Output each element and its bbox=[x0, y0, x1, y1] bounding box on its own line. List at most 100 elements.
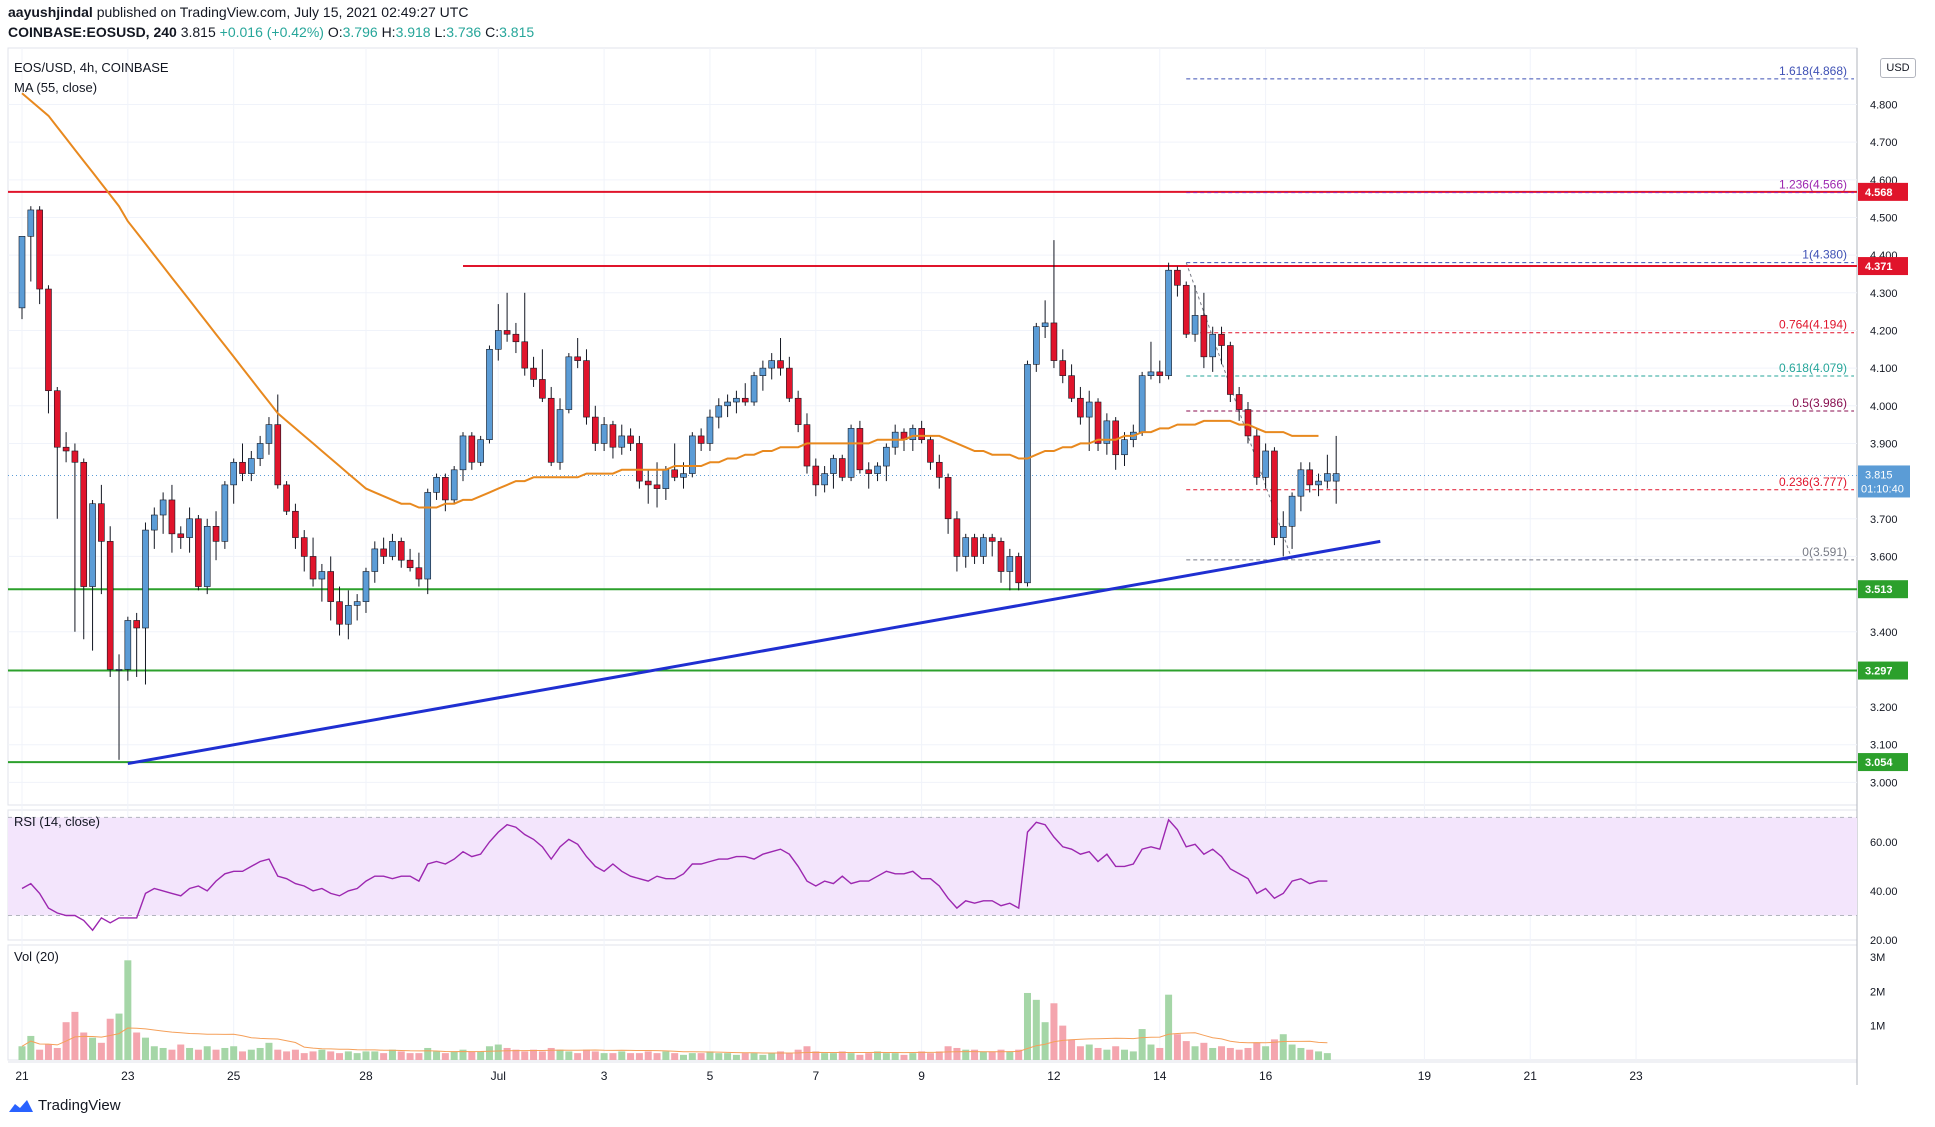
candle bbox=[221, 484, 229, 542]
countdown-label: 01:10:40 bbox=[1861, 483, 1904, 495]
candle bbox=[521, 341, 529, 369]
volume-bar bbox=[521, 1051, 529, 1060]
volume-bar bbox=[450, 1051, 458, 1060]
candle bbox=[741, 397, 749, 403]
volume-tick-label: 3M bbox=[1870, 952, 1885, 964]
volume-tick-label: 2M bbox=[1870, 986, 1885, 998]
price-tick-label: 3.700 bbox=[1870, 514, 1898, 526]
volume-legend[interactable]: Vol (20) bbox=[14, 949, 59, 964]
publish-info: aayushjindal published on TradingView.co… bbox=[8, 4, 468, 20]
volume-bar bbox=[106, 1018, 114, 1060]
candle bbox=[644, 480, 652, 486]
candle bbox=[1297, 469, 1305, 497]
volume-bar bbox=[27, 1035, 35, 1060]
candle bbox=[477, 439, 484, 463]
volume-bar bbox=[838, 1051, 846, 1060]
volume-bar bbox=[1006, 1051, 1014, 1060]
publisher-name[interactable]: aayushjindal bbox=[8, 4, 93, 20]
price-tick-label: 4.000 bbox=[1870, 401, 1898, 413]
support-level-tag bbox=[1858, 661, 1908, 680]
volume-bar bbox=[115, 1013, 123, 1060]
candle bbox=[1279, 526, 1287, 538]
volume-bar bbox=[1068, 1039, 1076, 1060]
volume-bar bbox=[97, 1042, 105, 1060]
candle bbox=[203, 526, 211, 587]
candle bbox=[151, 514, 158, 531]
volume-bar bbox=[812, 1051, 820, 1060]
volume-bar bbox=[247, 1049, 255, 1060]
price-tick-label: 3.000 bbox=[1870, 777, 1898, 789]
time-tick-label: 5 bbox=[707, 1069, 714, 1083]
candle bbox=[239, 461, 246, 474]
candle bbox=[318, 571, 326, 580]
volume-bar bbox=[459, 1049, 467, 1060]
candle bbox=[768, 360, 776, 369]
currency-badge[interactable]: USD bbox=[1880, 58, 1916, 78]
candle bbox=[1218, 333, 1225, 346]
time-tick-label: 21 bbox=[15, 1069, 29, 1083]
resistance-level-tag bbox=[1858, 257, 1908, 276]
candle bbox=[547, 397, 555, 463]
candle bbox=[1182, 284, 1190, 335]
candle bbox=[997, 541, 1005, 572]
volume-bar bbox=[741, 1053, 749, 1060]
candle bbox=[1121, 439, 1128, 456]
time-tick-label: Jul bbox=[491, 1069, 506, 1083]
publish-text: published on TradingView.com, July 15, 2… bbox=[96, 4, 469, 20]
volume-bar bbox=[1156, 1047, 1164, 1060]
volume-bar bbox=[538, 1051, 546, 1060]
volume-bar bbox=[494, 1044, 502, 1060]
rsi-legend[interactable]: RSI (14, close) bbox=[14, 814, 100, 829]
price-tick-label: 4.700 bbox=[1870, 137, 1898, 149]
candle bbox=[1191, 315, 1199, 335]
candle bbox=[883, 446, 890, 467]
candle bbox=[1085, 401, 1093, 418]
candle bbox=[494, 330, 502, 350]
candle bbox=[988, 537, 996, 542]
candle bbox=[1050, 322, 1058, 361]
candle bbox=[186, 518, 193, 538]
candle bbox=[389, 541, 396, 557]
volume-bar bbox=[900, 1054, 908, 1060]
volume-bar bbox=[239, 1051, 246, 1060]
candle bbox=[944, 477, 952, 520]
candle bbox=[1094, 401, 1102, 444]
candle bbox=[1041, 322, 1049, 327]
time-tick-label: 12 bbox=[1047, 1069, 1061, 1083]
tradingview-logo[interactable]: TradingView bbox=[8, 1097, 121, 1114]
symbol-label[interactable]: COINBASE:EOSUSD, 240 bbox=[8, 24, 177, 40]
candle bbox=[336, 601, 343, 625]
candle bbox=[115, 669, 123, 671]
candle bbox=[345, 605, 352, 625]
candle bbox=[380, 548, 387, 557]
volume-bar bbox=[909, 1053, 917, 1060]
candle bbox=[583, 360, 590, 418]
candle bbox=[80, 461, 88, 587]
candle bbox=[618, 435, 626, 448]
volume-bar bbox=[283, 1051, 291, 1060]
ma-line bbox=[21, 92, 1319, 509]
ma-legend[interactable]: MA (55, close) bbox=[14, 80, 98, 95]
volume-bar bbox=[671, 1053, 679, 1060]
volume-bar bbox=[574, 1053, 582, 1060]
volume-bar bbox=[1253, 1042, 1261, 1060]
support-level-label: 3.513 bbox=[1865, 584, 1893, 596]
volume-bar bbox=[635, 1053, 643, 1060]
volume-bar bbox=[397, 1051, 405, 1060]
volume-bar bbox=[1279, 1034, 1287, 1060]
volume-bar bbox=[1297, 1047, 1305, 1060]
volume-bar bbox=[1323, 1053, 1331, 1060]
open-value: 3.796 bbox=[342, 24, 378, 40]
volume-bar bbox=[512, 1049, 520, 1060]
fib-level-label: 0.5(3.986) bbox=[1792, 396, 1847, 410]
volume-bar bbox=[80, 1032, 88, 1060]
price-tick-label: 3.600 bbox=[1870, 551, 1898, 563]
candle bbox=[953, 518, 961, 557]
resistance-level-label: 4.371 bbox=[1865, 261, 1893, 273]
volume-bar bbox=[327, 1051, 335, 1060]
candle bbox=[327, 571, 335, 602]
volume-bar bbox=[433, 1051, 441, 1060]
volume-bar bbox=[353, 1053, 361, 1060]
symbol-info: COINBASE:EOSUSD, 240 3.815 +0.016 (+0.42… bbox=[8, 24, 534, 40]
